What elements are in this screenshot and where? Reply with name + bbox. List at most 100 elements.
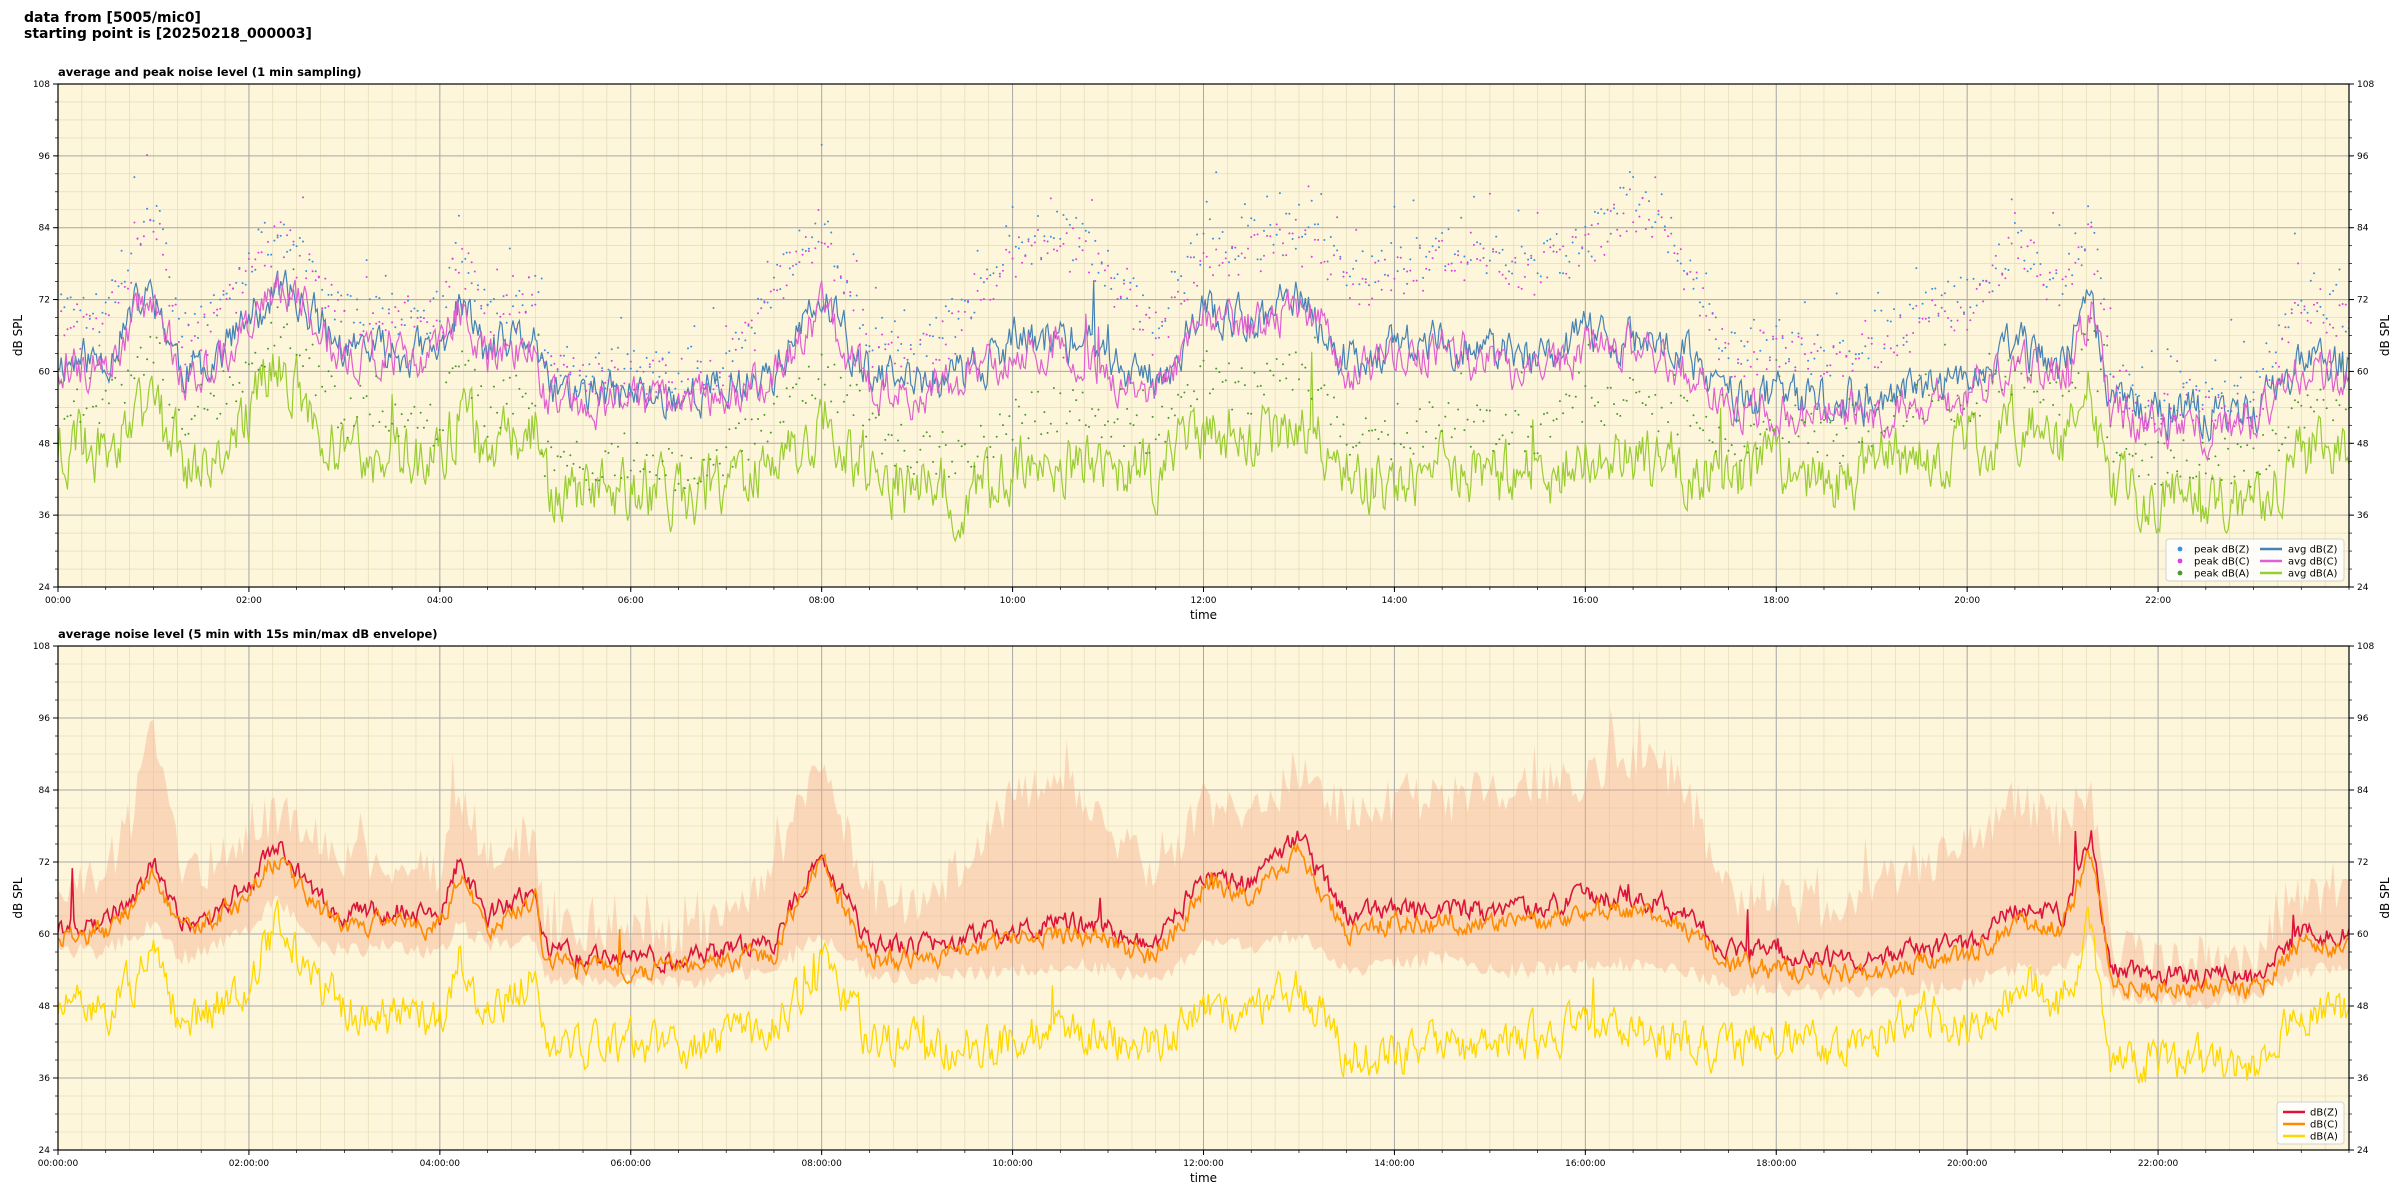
series-line-dbc xyxy=(58,842,2349,1003)
peak-point xyxy=(683,391,686,394)
peak-point xyxy=(1116,418,1119,421)
peak-point xyxy=(976,289,979,292)
peak-point xyxy=(1371,297,1374,300)
peak-point xyxy=(779,421,782,424)
peak-point xyxy=(1660,216,1663,219)
peak-point xyxy=(559,455,562,458)
peak-point xyxy=(804,402,807,404)
peak-point xyxy=(734,427,737,430)
peak-point xyxy=(566,345,569,348)
peak-point xyxy=(1228,362,1230,365)
peak-point xyxy=(247,252,250,255)
peak-point xyxy=(779,265,782,268)
peak-point xyxy=(298,254,301,257)
peak-point xyxy=(811,261,814,264)
starting-point-label: starting point is [20250218_000003] xyxy=(24,26,312,42)
peak-point xyxy=(836,411,839,414)
peak-point xyxy=(1014,245,1017,248)
peak-point xyxy=(1896,344,1899,347)
peak-point xyxy=(1183,292,1186,295)
peak-point xyxy=(413,405,416,408)
peak-point xyxy=(903,357,906,359)
peak-point xyxy=(2048,271,2051,274)
peak-point xyxy=(1103,424,1106,427)
peak-point xyxy=(998,272,1001,275)
peak-point xyxy=(340,422,343,425)
peak-point xyxy=(1285,212,1288,215)
peak-point xyxy=(648,470,651,473)
peak-point xyxy=(209,301,212,304)
peak-point xyxy=(1794,369,1797,372)
peak-point xyxy=(1495,250,1498,253)
y-tick-label-left: 84 xyxy=(39,224,51,234)
peak-point xyxy=(566,464,569,467)
peak-point xyxy=(1482,247,1485,250)
peak-point xyxy=(1164,317,1167,320)
peak-point xyxy=(1718,426,1720,429)
peak-point xyxy=(1546,411,1549,414)
peak-point xyxy=(2144,406,2147,409)
peak-point xyxy=(995,435,998,438)
y-tick-label-left: 108 xyxy=(33,80,50,90)
peak-point xyxy=(492,334,495,337)
peak-point xyxy=(2106,436,2109,439)
peak-point xyxy=(1695,277,1698,280)
peak-point xyxy=(464,363,467,366)
peak-point xyxy=(833,363,836,366)
peak-point xyxy=(928,435,931,438)
peak-point xyxy=(2166,393,2169,396)
peak-point xyxy=(85,313,88,316)
peak-point xyxy=(2074,261,2077,264)
peak-point xyxy=(2068,252,2070,255)
peak-point xyxy=(1603,212,1606,215)
report-header: data from [5005/mic0] starting point is … xyxy=(24,10,312,42)
peak-point xyxy=(1107,249,1109,252)
peak-point xyxy=(1727,449,1730,452)
y-tick-label-right: 60 xyxy=(2357,930,2369,940)
peak-point xyxy=(827,245,829,248)
peak-point xyxy=(1186,298,1189,301)
peak-point xyxy=(1788,358,1790,360)
peak-point xyxy=(384,274,387,277)
legend-box xyxy=(2165,538,2345,582)
peak-point xyxy=(381,307,384,310)
peak-point xyxy=(2058,413,2061,416)
peak-point xyxy=(1272,374,1275,377)
peak-point xyxy=(1635,209,1638,212)
peak-point xyxy=(2319,288,2322,291)
peak-point xyxy=(2290,407,2293,410)
series-line-avgdbc xyxy=(58,273,2349,462)
peak-point xyxy=(1256,385,1259,388)
peak-point xyxy=(267,253,269,256)
peak-point xyxy=(1237,273,1240,276)
peak-point xyxy=(963,443,966,446)
peak-point xyxy=(1797,435,1800,438)
peak-point xyxy=(2255,471,2258,474)
peak-point xyxy=(1237,255,1240,258)
peak-point xyxy=(340,320,343,323)
peak-point xyxy=(2278,365,2280,368)
peak-point xyxy=(2246,401,2249,404)
peak-point xyxy=(731,360,734,363)
peak-point xyxy=(521,395,524,398)
peak-point xyxy=(1371,429,1374,432)
peak-point xyxy=(1574,228,1577,231)
peak-point xyxy=(2134,452,2137,455)
peak-point xyxy=(508,247,511,250)
y-tick-label-left: 60 xyxy=(39,367,51,377)
peak-point xyxy=(970,465,973,468)
peak-point xyxy=(470,282,473,285)
peak-point xyxy=(477,284,479,287)
x-tick-label: 06:00:00 xyxy=(611,1159,652,1169)
peak-point xyxy=(807,250,810,253)
peak-point xyxy=(63,334,66,337)
peak-point xyxy=(2128,407,2131,410)
peak-point xyxy=(2290,312,2293,315)
peak-point xyxy=(1355,444,1358,447)
peak-points-z xyxy=(58,143,2349,420)
peak-point xyxy=(1294,247,1297,250)
peak-point xyxy=(1488,409,1491,412)
peak-point xyxy=(998,413,1001,416)
peak-point xyxy=(2249,400,2252,403)
peak-point xyxy=(1737,362,1740,364)
